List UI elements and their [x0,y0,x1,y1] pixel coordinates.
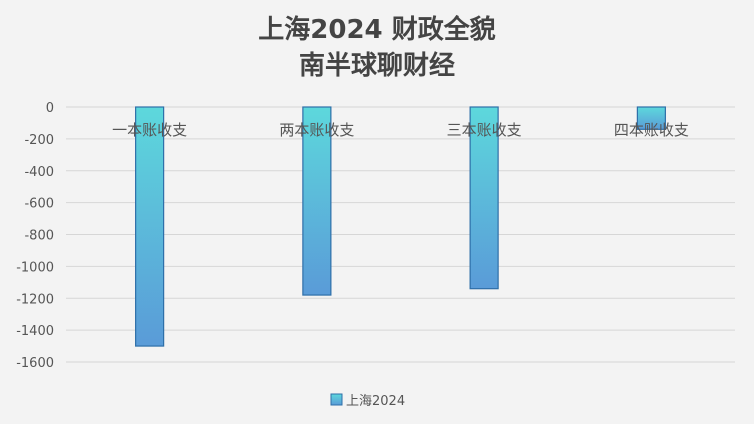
bar [469,106,499,290]
y-tick-label: -400 [24,165,54,180]
y-tick-label: -1000 [16,260,54,275]
y-tick-label: -1400 [16,324,54,339]
legend-swatch [330,393,343,406]
y-tick-label: -1200 [16,292,54,307]
bar [302,106,332,296]
category-label: 四本账收支 [614,121,689,139]
chart-title: 上海2024 财政全貌 [258,14,495,45]
y-axis-ticks: 0 -200 -400 -600 -800 -1000 -1200 -1400 -1600 [16,101,54,371]
legend-label: 上海2024 [346,394,405,409]
bars [135,106,666,347]
y-tick-label: -1600 [16,356,54,371]
category-labels: 一本账收支 两本账收支 三本账收支 四本账收支 [112,121,689,139]
y-tick-label: -600 [24,197,54,212]
category-label: 三本账收支 [447,121,522,139]
y-tick-label: -800 [24,229,54,244]
gridlines [66,106,735,363]
chart-subtitle: 南半球聊财经 [299,50,455,81]
category-label: 两本账收支 [279,121,354,139]
legend: 上海2024 [330,393,405,409]
category-label: 一本账收支 [112,121,187,139]
y-tick-label: 0 [46,101,54,116]
y-tick-label: -200 [24,133,54,148]
bar [135,106,165,347]
bar [636,106,666,130]
